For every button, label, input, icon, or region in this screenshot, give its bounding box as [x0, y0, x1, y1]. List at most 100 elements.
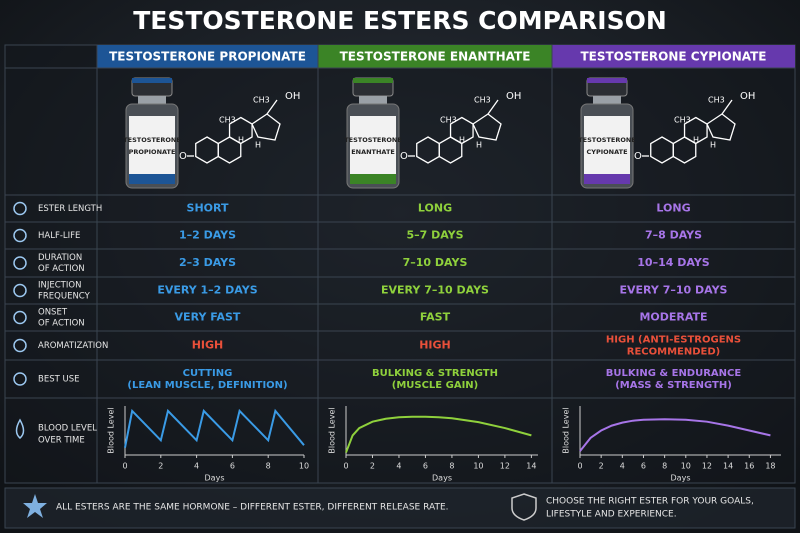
row-label: OVER TIME: [38, 436, 85, 446]
x-tick-label: 10: [473, 462, 483, 471]
cell-text: BULKING & ENDURANCE: [606, 368, 742, 379]
column-header: [97, 45, 318, 68]
x-tick-label: 8: [449, 462, 454, 471]
row-label: ESTER LENGTH: [38, 204, 102, 214]
column-header-label: TESTOSTERONE PROPIONATE: [109, 50, 306, 64]
row-label: DURATION: [38, 253, 82, 263]
cell-text: BULKING & STRENGTH: [372, 368, 498, 379]
vial-label-text: CYPIONATE: [586, 148, 627, 156]
row-icon: [13, 201, 27, 216]
cell-text: MODERATE: [639, 311, 707, 324]
cell-text: 5–7 DAYS: [406, 229, 463, 242]
molecule-bond: [266, 99, 278, 115]
molecule-o: O: [634, 151, 642, 162]
molecule-ch3: CH3: [708, 96, 725, 105]
cell-text: LONG: [418, 202, 452, 215]
footer-bar: [4, 487, 796, 529]
footer-text: CHOOSE THE RIGHT ESTER FOR YOUR GOALS,: [546, 497, 754, 507]
x-tick-label: 16: [744, 462, 754, 471]
cell-text: HIGH (ANTI-ESTROGENS: [606, 335, 741, 346]
molecule-bond: [487, 99, 499, 115]
x-tick-label: 8: [662, 462, 667, 471]
x-axis-label: Days: [432, 474, 452, 483]
molecule-oh: OH: [506, 91, 521, 102]
vial-band: [129, 174, 175, 184]
x-tick-label: 6: [641, 462, 646, 471]
x-tick-label: 14: [723, 462, 733, 471]
cell-text: 10–14 DAYS: [637, 256, 710, 269]
x-tick-label: 4: [620, 462, 625, 471]
vial-label-text: TESTOSTERONE: [123, 136, 180, 144]
cell-text: EVERY 7–10 DAYS: [620, 284, 728, 297]
cell-text: SHORT: [187, 202, 229, 215]
row-icon: [13, 228, 27, 243]
molecule-ch3: CH3: [440, 116, 457, 125]
molecule-h: H: [255, 141, 261, 150]
molecule-ring: [251, 113, 281, 141]
cell-text: 2–3 DAYS: [179, 256, 236, 269]
vial-label-text: PROPIONATE: [129, 148, 176, 156]
x-tick-label: 12: [702, 462, 712, 471]
vial-cap-band: [587, 78, 627, 83]
x-tick-label: 6: [230, 462, 235, 471]
row-icon: [13, 310, 27, 325]
cell-text: LONG: [656, 202, 690, 215]
x-tick-label: 0: [577, 462, 582, 471]
molecule-ch3: CH3: [674, 116, 691, 125]
x-tick-label: 0: [343, 462, 348, 471]
title: TESTOSTERONE ESTERS COMPARISON: [133, 6, 667, 35]
blood-level-line: [345, 415, 532, 453]
x-tick-label: 18: [765, 462, 775, 471]
cell-text: FAST: [420, 311, 451, 324]
vial-label-text: ENANTHATE: [351, 148, 395, 156]
molecule-bond: [721, 99, 733, 115]
x-tick-label: 10: [681, 462, 691, 471]
row-label: FREQUENCY: [38, 292, 91, 302]
molecule-h: H: [710, 141, 716, 150]
cell-text: CUTTING: [183, 368, 233, 379]
cell-text: 7–8 DAYS: [645, 229, 702, 242]
cell-text: EVERY 7–10 DAYS: [381, 284, 489, 297]
vial-label: [129, 116, 175, 174]
row-icon: [13, 372, 27, 386]
y-axis-label: Blood Level: [562, 407, 571, 453]
x-tick-label: 2: [599, 462, 604, 471]
column-header-label: TESTOSTERONE ENANTHATE: [340, 50, 531, 64]
row-icon: [13, 283, 27, 298]
row-label: AROMATIZATION: [38, 341, 108, 351]
row-label: OF ACTION: [38, 319, 85, 329]
chart-row-icon: [15, 418, 25, 439]
row-label: BLOOD LEVEL: [38, 424, 97, 434]
x-tick-label: 10: [299, 462, 309, 471]
row-label: BEST USE: [38, 375, 79, 385]
cell-text: EVERY 1–2 DAYS: [157, 284, 257, 297]
x-tick-label: 6: [423, 462, 428, 471]
row-label: INJECTION: [38, 281, 81, 291]
vial-label-text: TESTOSTERONE: [578, 136, 635, 144]
footer-shield: [511, 493, 537, 521]
x-tick-label: 8: [266, 462, 271, 471]
cell-text: HIGH: [192, 339, 224, 352]
x-tick-label: 12: [500, 462, 510, 471]
molecule-oh: OH: [740, 91, 755, 102]
vial-label: [350, 116, 396, 174]
cell-text: (LEAN MUSCLE, DEFINITION): [127, 380, 287, 391]
molecule-h: H: [459, 136, 465, 145]
molecule-oh: OH: [285, 91, 300, 102]
vial-cap-band: [132, 78, 172, 83]
x-tick-label: 2: [158, 462, 163, 471]
molecule-h: H: [238, 136, 244, 145]
y-axis-label: Blood Level: [107, 407, 116, 453]
x-tick-label: 4: [194, 462, 199, 471]
column-header: [318, 45, 552, 68]
row-label: OF ACTION: [38, 264, 85, 274]
molecule-h: H: [476, 141, 482, 150]
x-tick-label: 0: [122, 462, 127, 471]
molecule-o: O: [179, 151, 187, 162]
footer-text: ALL ESTERS ARE THE SAME HORMONE – DIFFER…: [56, 503, 449, 513]
x-axis-label: Days: [205, 474, 225, 483]
vial-band: [350, 174, 396, 184]
cell-text: HIGH: [419, 339, 451, 352]
